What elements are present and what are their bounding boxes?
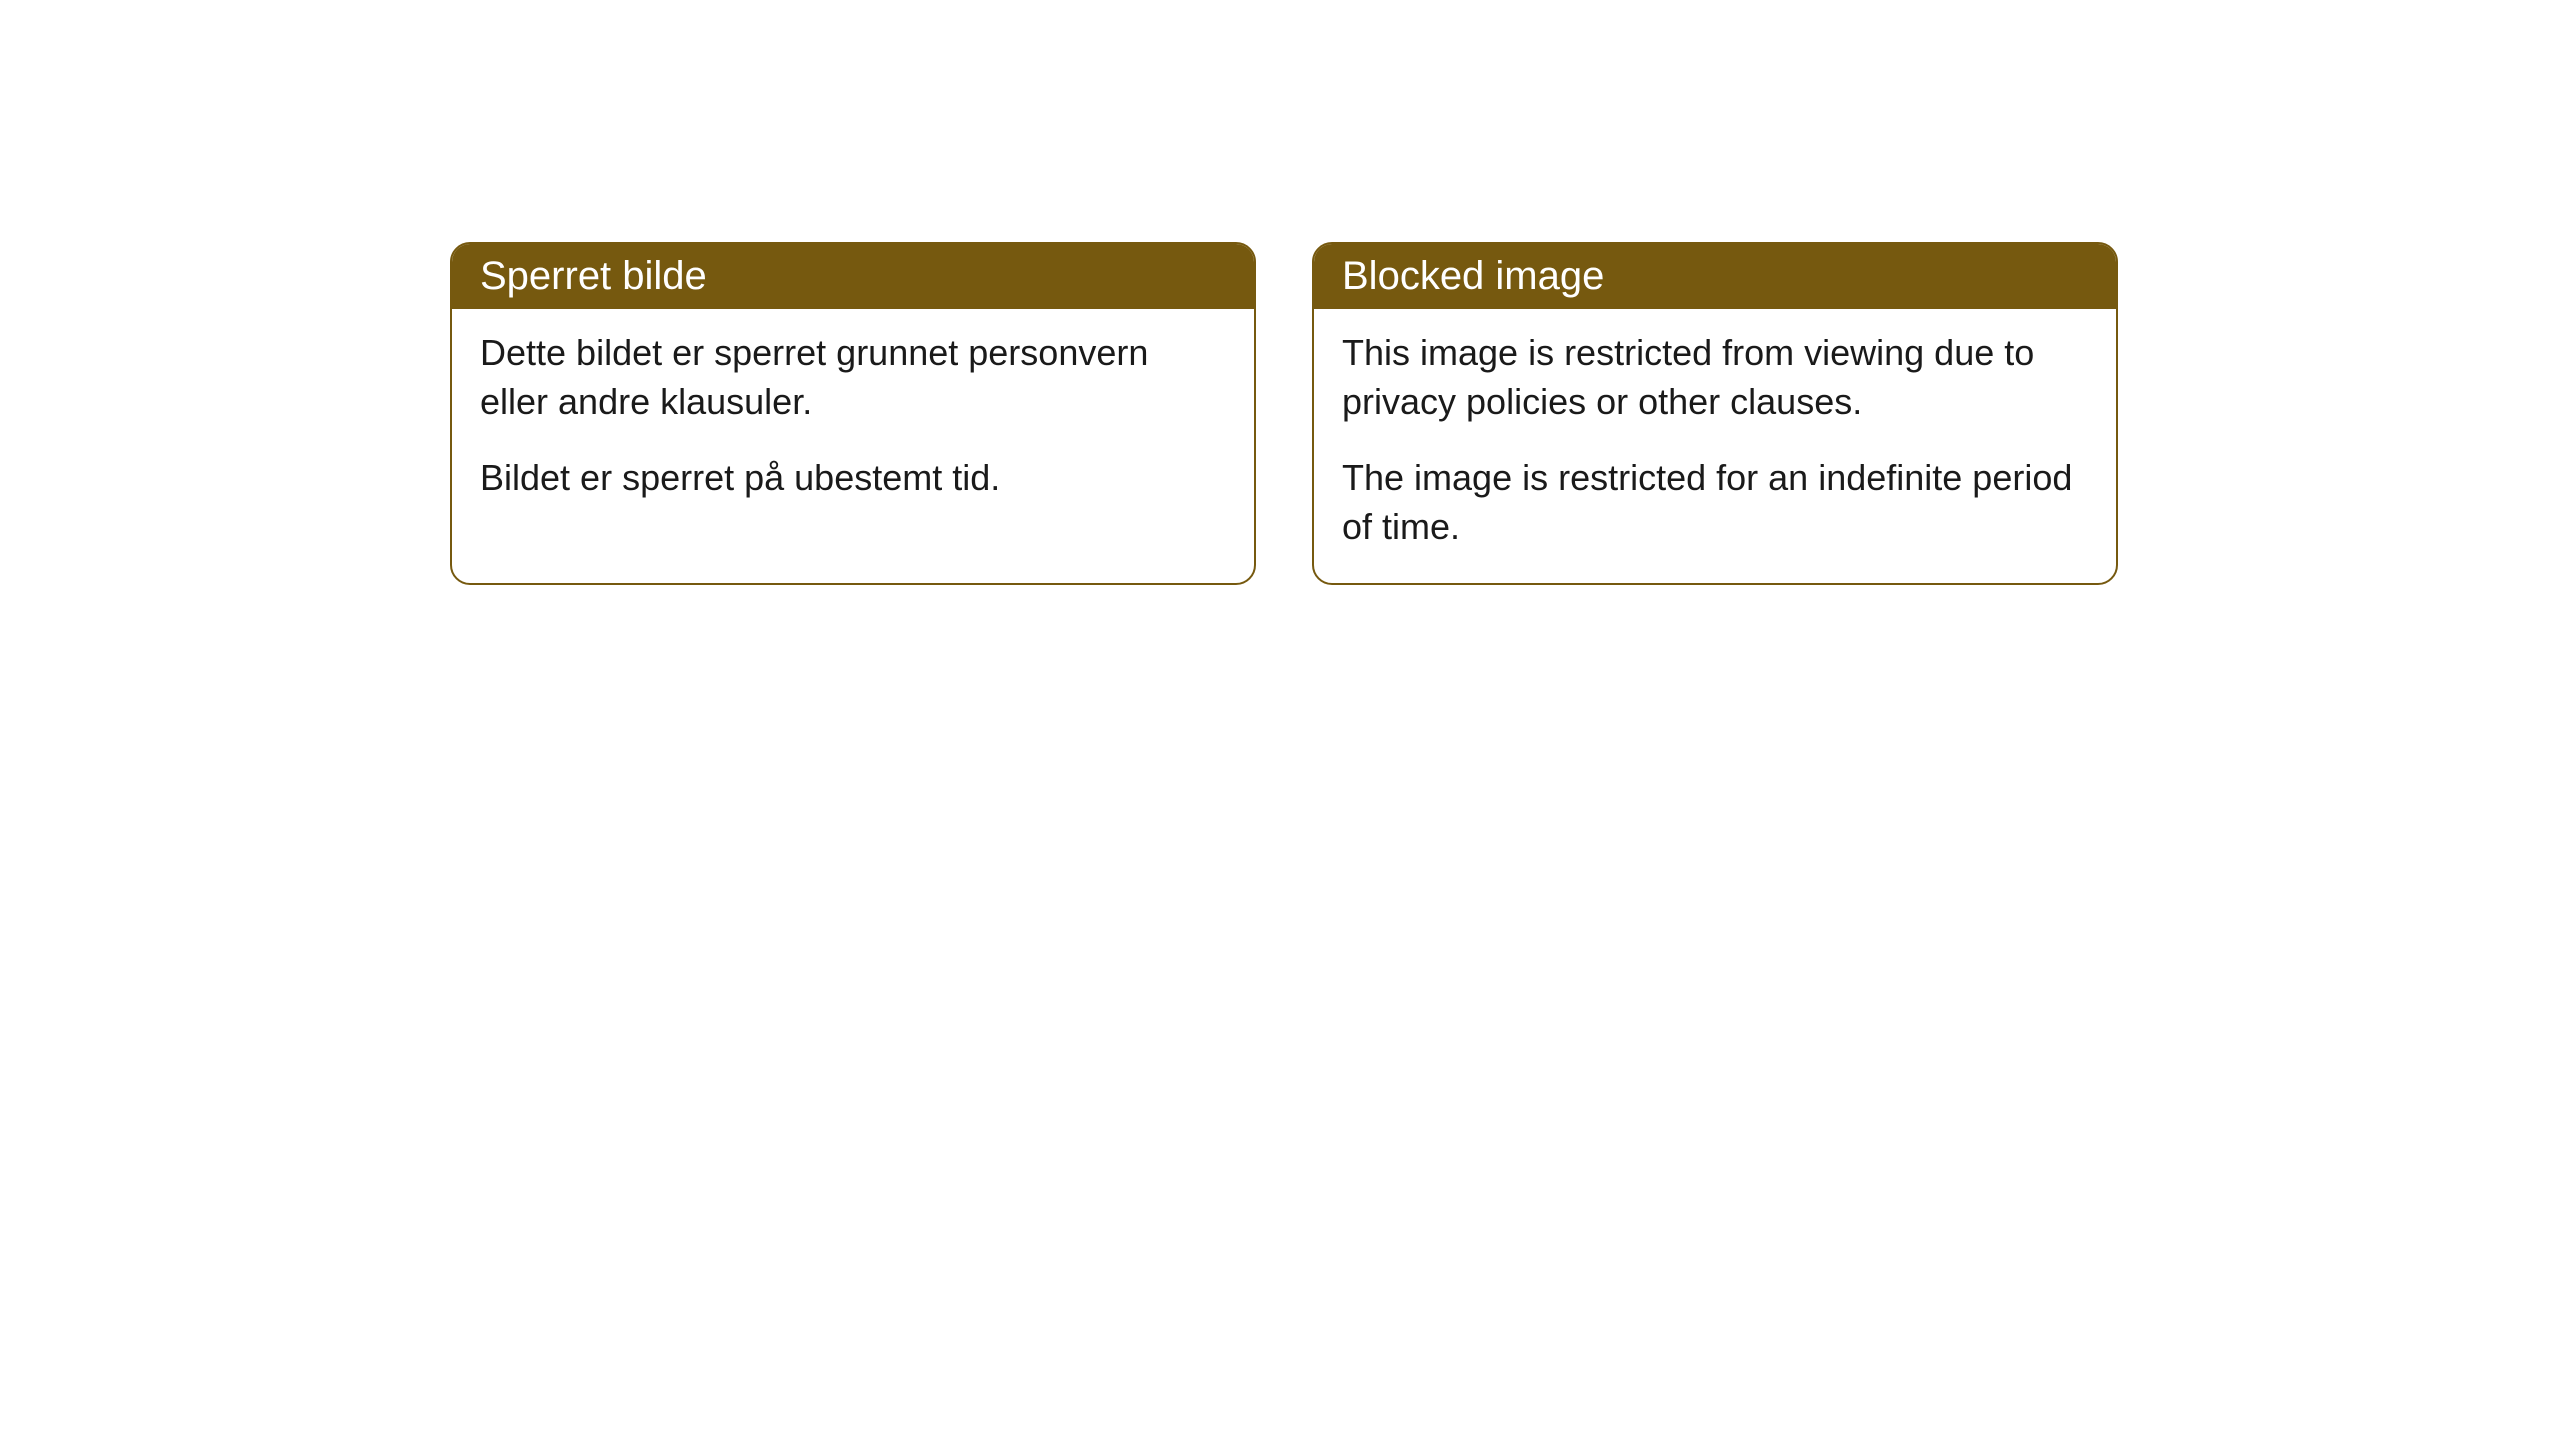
card-body: Dette bildet er sperret grunnet personve…: [452, 309, 1254, 535]
card-header: Blocked image: [1314, 244, 2116, 309]
card-paragraph: Dette bildet er sperret grunnet personve…: [480, 329, 1226, 426]
card-body: This image is restricted from viewing du…: [1314, 309, 2116, 583]
card-paragraph: The image is restricted for an indefinit…: [1342, 454, 2088, 551]
card-paragraph: This image is restricted from viewing du…: [1342, 329, 2088, 426]
blocked-image-card-no: Sperret bilde Dette bildet er sperret gr…: [450, 242, 1256, 585]
card-paragraph: Bildet er sperret på ubestemt tid.: [480, 454, 1226, 503]
cards-container: Sperret bilde Dette bildet er sperret gr…: [450, 242, 2118, 585]
card-header: Sperret bilde: [452, 244, 1254, 309]
blocked-image-card-en: Blocked image This image is restricted f…: [1312, 242, 2118, 585]
